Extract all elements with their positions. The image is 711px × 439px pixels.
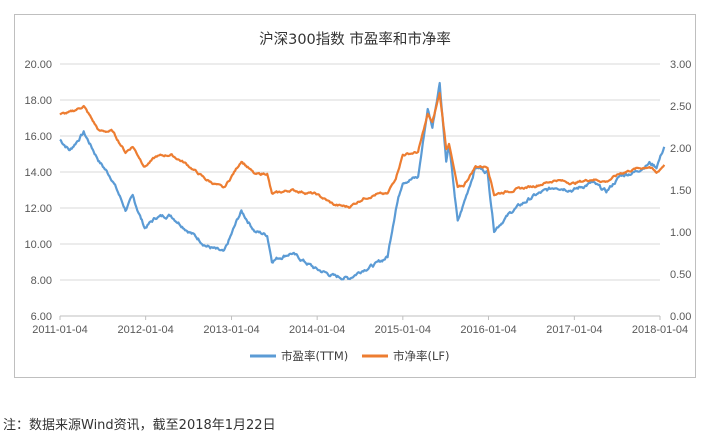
- x-tick-label: 2012-01-04: [118, 324, 174, 336]
- footnote: 注：数据来源Wind资讯，截至2018年1月22日: [3, 418, 276, 433]
- left-tick-label: 14.00: [24, 167, 52, 179]
- legend-label: 市净率(LF): [393, 349, 450, 363]
- right-tick-label: 1.00: [670, 227, 691, 239]
- x-tick-label: 2014-01-04: [289, 324, 345, 336]
- series-line-pb: [59, 92, 666, 209]
- x-tick-label: 2015-01-04: [375, 324, 431, 336]
- right-tick-label: 0.50: [670, 269, 691, 281]
- series-line-pe: [59, 81, 666, 281]
- x-tick-label: 2013-01-04: [203, 324, 259, 336]
- right-tick-label: 2.00: [670, 143, 691, 155]
- x-tick-label: 2016-01-04: [460, 324, 516, 336]
- left-tick-label: 12.00: [24, 203, 52, 215]
- left-tick-label: 18.00: [24, 95, 52, 107]
- x-tick-label: 2011-01-04: [32, 324, 87, 336]
- right-tick-label: 3.00: [670, 59, 691, 71]
- left-tick-label: 16.00: [24, 131, 52, 143]
- x-axis-tick-labels: 2011-01-04 2012-01-04 2013-01-04 2014-01-04…: [32, 316, 688, 336]
- chart-frame: [14, 14, 696, 378]
- x-tick-label: 2017-01-04: [546, 324, 602, 336]
- right-tick-label: 2.50: [670, 101, 691, 113]
- right-tick-label: 1.50: [670, 185, 691, 197]
- legend-label: 市盈率(TTM): [281, 349, 348, 363]
- left-tick-label: 6.00: [31, 311, 52, 323]
- left-tick-label: 10.00: [24, 239, 52, 251]
- right-tick-label: 0.00: [670, 311, 691, 323]
- legend: 市盈率(TTM) 市净率(LF): [250, 349, 450, 363]
- right-axis-tick-labels: 0.00 0.50 1.00 1.50 2.00 2.50 3.00: [670, 59, 691, 323]
- series-layer: [59, 81, 666, 281]
- left-axis-tick-labels: 6.00 8.00 10.00 12.00 14.00 16.00 18.00 20.00: [24, 59, 52, 323]
- gridlines: [60, 63, 660, 281]
- left-tick-label: 20.00: [24, 59, 52, 71]
- x-tick-label: 2018-01-04: [632, 324, 688, 336]
- left-tick-label: 8.00: [31, 275, 52, 287]
- chart-title: 沪深300指数 市盈率和市净率: [259, 31, 451, 48]
